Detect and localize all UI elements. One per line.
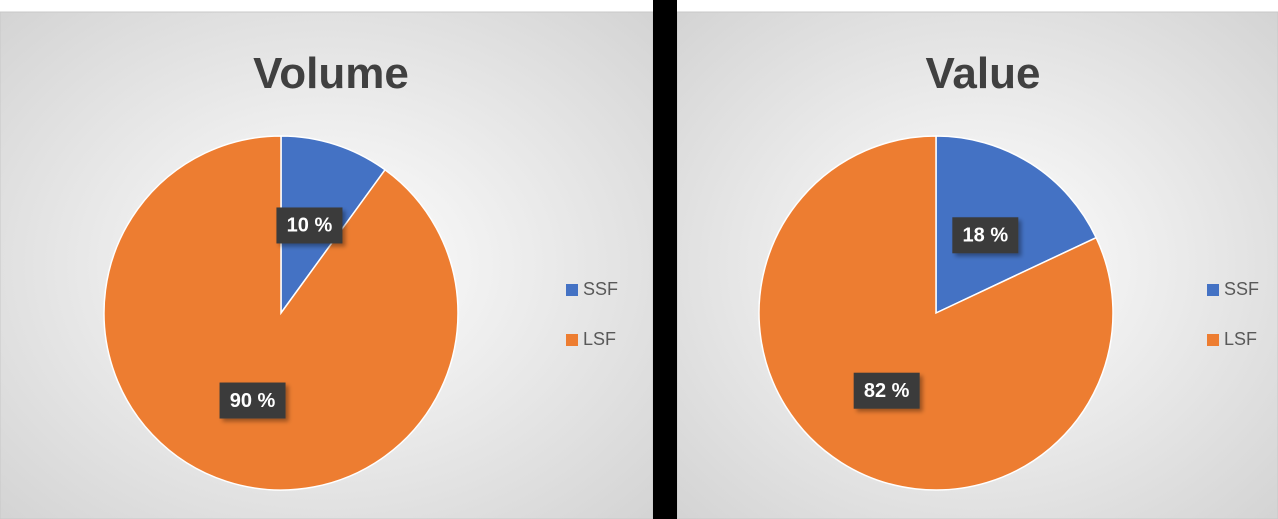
data-label: 18 %	[963, 225, 1009, 247]
data-label-box	[853, 372, 920, 409]
data-label: 82 %	[864, 380, 910, 402]
legend-swatch	[1207, 334, 1219, 346]
chart-title: Volume	[253, 49, 409, 98]
pie-slice	[103, 135, 459, 491]
data-label: 90 %	[230, 390, 276, 412]
legend-swatch	[566, 334, 578, 346]
chart-title: Value	[926, 49, 1041, 98]
legend-swatch	[566, 284, 578, 296]
data-label: 10 %	[287, 215, 333, 237]
legend-label: SSF	[583, 279, 618, 299]
legend-label: SSF	[1224, 279, 1259, 299]
data-label-box	[276, 207, 343, 244]
legend-label: LSF	[583, 329, 616, 349]
data-label-box	[952, 217, 1019, 254]
legend-label: LSF	[1224, 329, 1257, 349]
data-label-box	[219, 382, 286, 419]
divider	[653, 0, 677, 519]
pie-slice	[758, 135, 1114, 491]
legend-swatch	[1207, 284, 1219, 296]
